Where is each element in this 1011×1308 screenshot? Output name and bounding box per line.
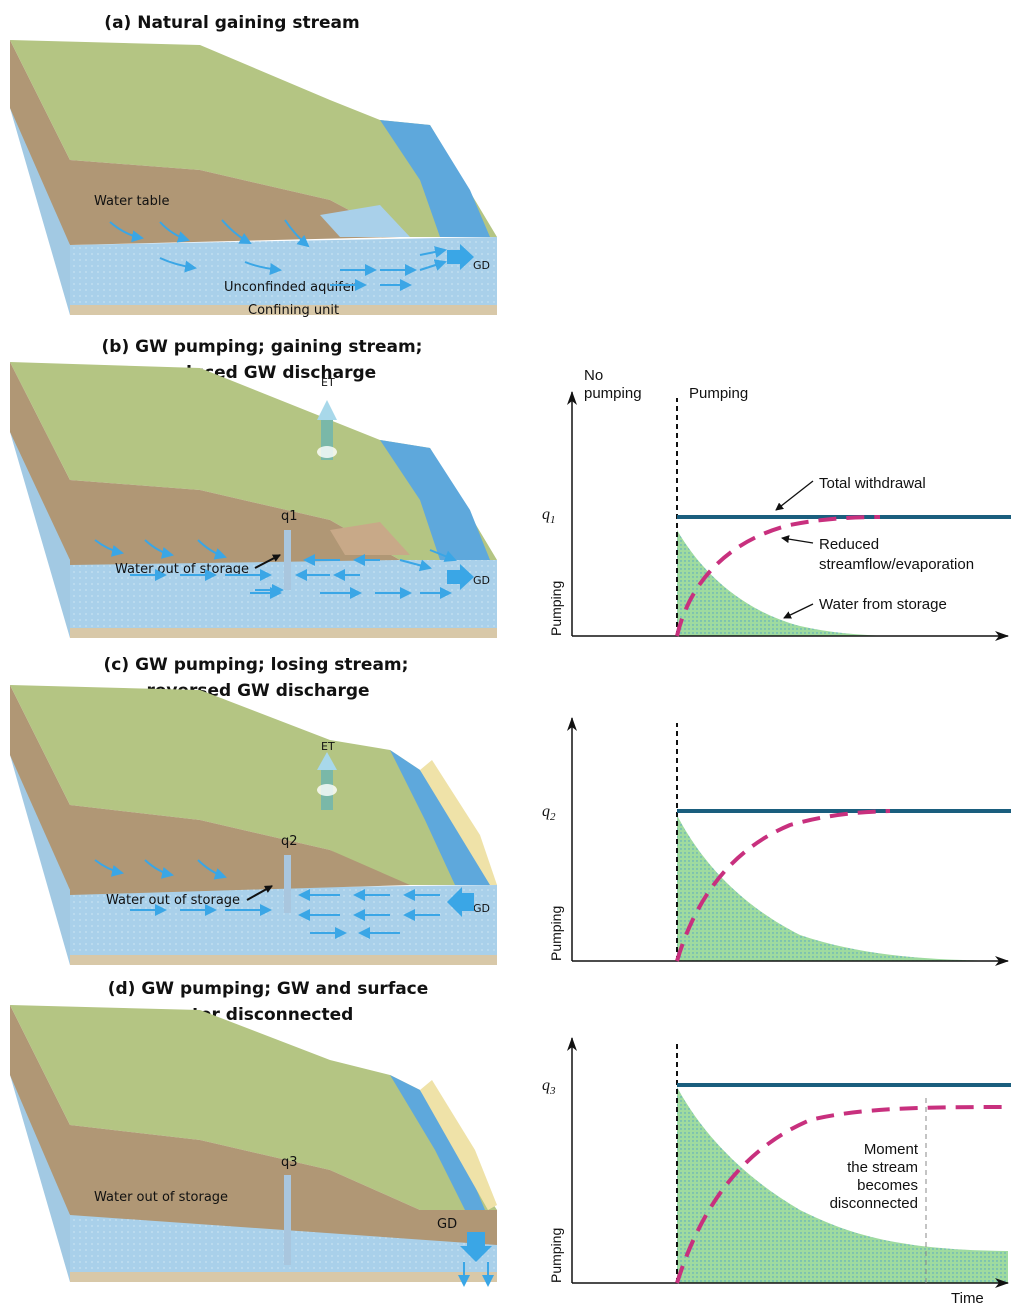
graph-b-pumping-label: Pumping xyxy=(689,385,748,402)
gd-arrow-b xyxy=(447,564,474,590)
block-diagram-b xyxy=(10,362,497,638)
graph-b-storage-label: Water from storage xyxy=(819,596,947,613)
panel-c-title-line1: (c) GW pumping; losing stream; xyxy=(104,655,409,675)
panel-b: (b) GW pumping; gaining stream; reduced … xyxy=(10,337,497,638)
graph-b-no-pumping-line1: No xyxy=(584,367,603,384)
block-diagram-a xyxy=(10,40,497,315)
flow-arrows-a xyxy=(109,219,447,291)
graph-d-time-label: Time xyxy=(951,1290,984,1307)
graph-c-storage-area xyxy=(677,815,1008,961)
panel-c: (c) GW pumping; losing stream; reversed … xyxy=(10,655,497,965)
panel-d: (d) GW pumping; GW and surface water dis… xyxy=(10,979,497,1287)
et-arrow-c xyxy=(317,752,337,810)
well-label-b: q1 xyxy=(281,509,298,524)
graph-c-reduced-streamflow xyxy=(675,809,891,962)
gd-label-a: GD xyxy=(473,259,490,272)
stream-d xyxy=(390,1075,485,1210)
block-diagram-d xyxy=(10,1005,497,1282)
gd-arrow-d xyxy=(458,1232,494,1287)
panel-b-title-line1: (b) GW pumping; gaining stream; xyxy=(102,337,423,357)
graph-d-ylabel: Pumping xyxy=(548,1228,564,1283)
flow-arrows-b xyxy=(94,539,457,599)
graph-b-q: q1 xyxy=(542,506,556,526)
well-label-d: q3 xyxy=(281,1155,298,1170)
graph-d-moment-line1: Moment xyxy=(864,1141,919,1158)
stream-c xyxy=(390,750,490,885)
storage-label-c: Water out of storage xyxy=(106,893,240,908)
graph-d-reduced-streamflow xyxy=(675,1105,1009,1284)
storage-label-d: Water out of storage xyxy=(94,1190,228,1205)
graph-b-ylabel: Pumping xyxy=(548,581,564,636)
graph-c: q2 Pumping xyxy=(542,717,1011,966)
gd-arrow-c xyxy=(447,887,474,917)
aquifer-label: Unconfinded aquifer xyxy=(224,280,357,295)
stream-a xyxy=(380,120,490,237)
graph-d-moment-line4: disconnected xyxy=(830,1195,918,1212)
panel-a: (a) Natural gaining stream Water table U… xyxy=(10,13,497,318)
graph-b-reduced-label-line2: streamflow/evaporation xyxy=(819,556,974,573)
panel-a-title: (a) Natural gaining stream xyxy=(104,13,359,33)
well-c xyxy=(284,855,291,913)
stream-b xyxy=(380,440,490,560)
graph-d-moment-line3: becomes xyxy=(857,1177,918,1194)
panel-d-title-line1: (d) GW pumping; GW and surface xyxy=(108,979,429,999)
gd-label-c: GD xyxy=(473,902,490,915)
graph-c-ylabel: Pumping xyxy=(548,906,564,961)
graph-d-storage-area xyxy=(677,1087,1008,1283)
well-b xyxy=(284,530,291,590)
graph-b-storage-area xyxy=(677,530,890,636)
graph-b-no-pumping-line2: pumping xyxy=(584,385,642,402)
graph-b-reduced-streamflow xyxy=(675,515,881,637)
graph-d-q: q3 xyxy=(542,1077,556,1097)
well-d xyxy=(284,1175,291,1265)
confining-unit-label: Confining unit xyxy=(248,303,339,318)
gd-label-d: GD xyxy=(437,1217,457,1232)
graph-d-moment-line2: the stream xyxy=(847,1159,918,1176)
gd-label-b: GD xyxy=(473,574,490,587)
graph-b: No pumping Pumping q1 Pumping Total with… xyxy=(542,367,1011,641)
graph-c-q: q2 xyxy=(542,803,556,823)
well-label-c: q2 xyxy=(281,834,298,849)
water-table-label: Water table xyxy=(94,194,170,209)
flow-arrows-c xyxy=(94,859,440,939)
graph-b-reduced-label-line1: Reduced xyxy=(819,536,879,553)
gd-arrow-a xyxy=(447,244,474,270)
block-diagram-c xyxy=(10,685,497,965)
graph-d: q3 Pumping Moment the stream becomes dis… xyxy=(542,1037,1011,1307)
et-label-b: ET xyxy=(321,376,335,389)
et-arrow-b xyxy=(317,400,337,460)
graph-b-total-label: Total withdrawal xyxy=(819,475,926,492)
et-label-c: ET xyxy=(321,740,335,753)
